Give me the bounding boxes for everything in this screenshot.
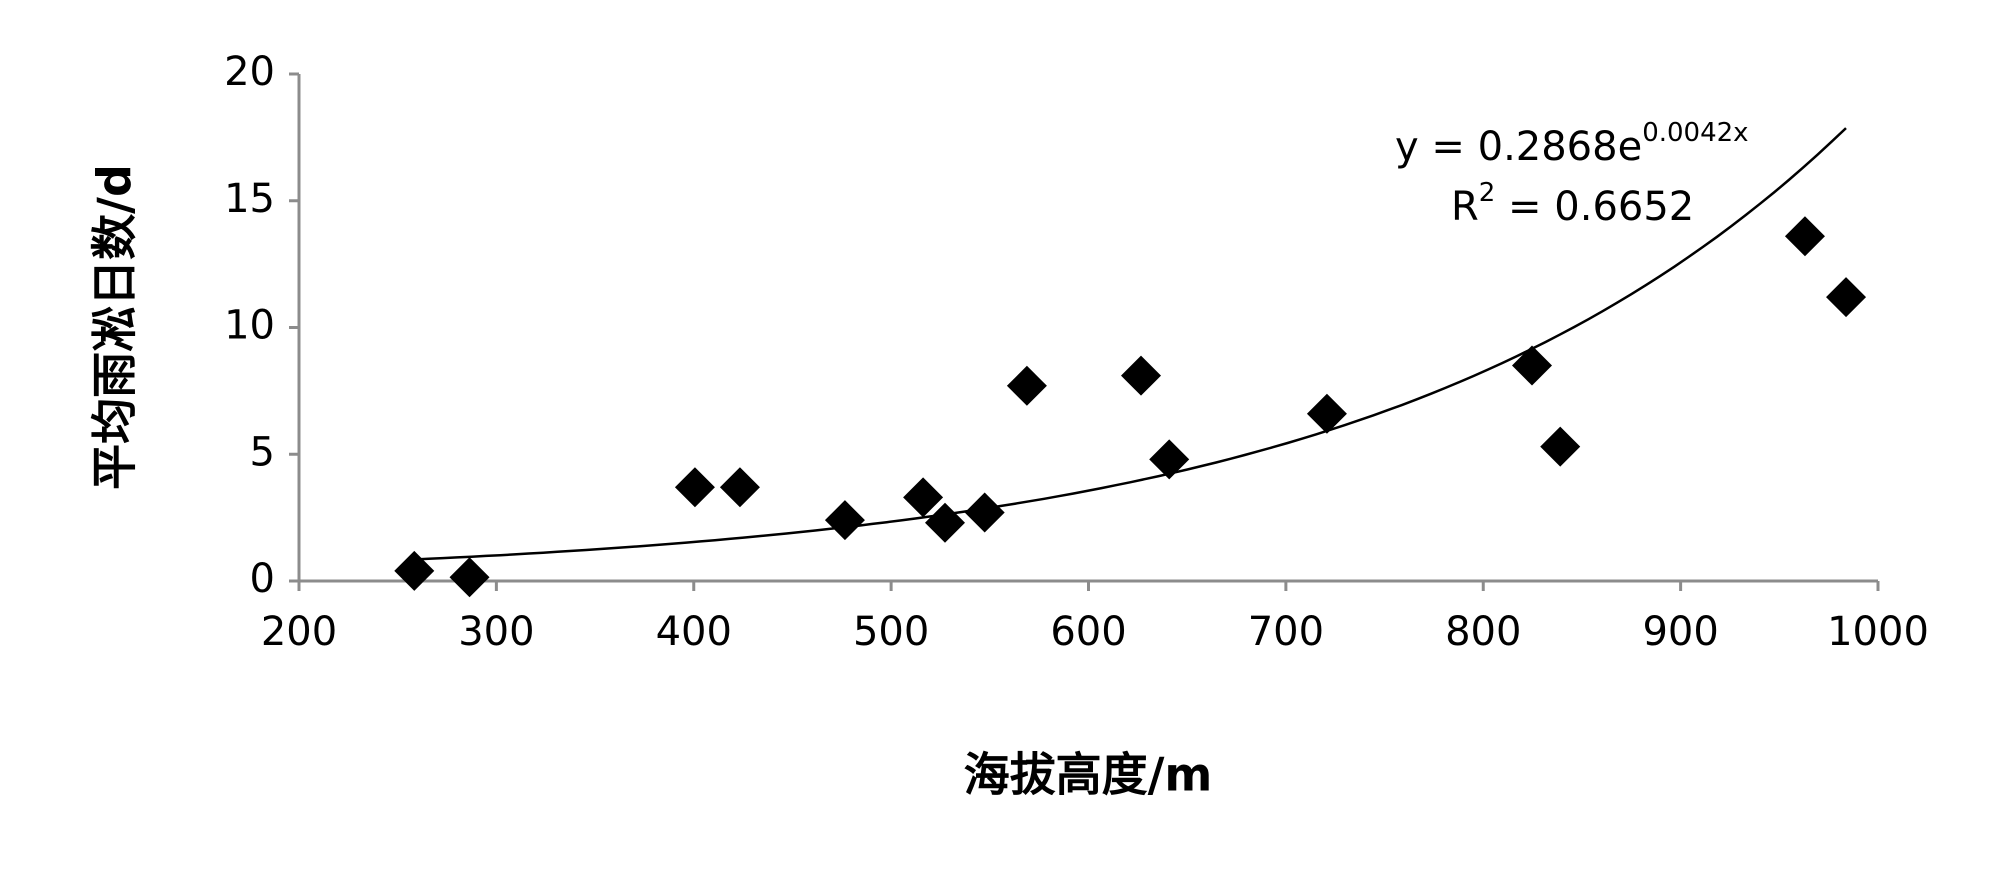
trendline-r-squared: R2 = 0.6652 — [1451, 178, 1694, 231]
x-tick-label: 500 — [853, 609, 929, 655]
equation-base: y = 0.2868e — [1395, 124, 1642, 170]
data-point — [1149, 439, 1190, 480]
x-tick-label: 600 — [1050, 609, 1126, 655]
data-point — [1006, 365, 1047, 406]
y-tick-label: 10 — [224, 303, 275, 349]
x-tick-label: 200 — [261, 609, 337, 655]
data-point — [925, 502, 966, 543]
data-point — [449, 557, 490, 598]
data-point — [394, 550, 435, 591]
data-point — [674, 467, 715, 508]
r2-superscript: 2 — [1479, 178, 1496, 208]
data-point — [964, 492, 1005, 533]
r2-value: = 0.6652 — [1495, 184, 1694, 230]
data-point — [1784, 216, 1825, 257]
x-tick-label: 300 — [458, 609, 534, 655]
equation-exponent: 0.0042x — [1642, 118, 1748, 148]
data-point — [1306, 393, 1347, 434]
y-tick-label: 5 — [250, 429, 275, 475]
y-axis-title: 平均雨凇日数/d — [88, 164, 142, 490]
x-tick-label: 1000 — [1827, 609, 1929, 655]
data-point — [1826, 277, 1867, 318]
data-point — [1512, 345, 1553, 386]
x-tick-label: 800 — [1445, 609, 1521, 655]
data-point — [1540, 426, 1581, 467]
x-axis-title: 海拔高度/m — [964, 748, 1213, 802]
x-tick-label: 900 — [1642, 609, 1718, 655]
trendline-equation: y = 0.2868e0.0042x — [1395, 118, 1749, 171]
trendline — [414, 127, 1847, 561]
y-tick-label: 15 — [224, 176, 275, 222]
y-tick-label: 20 — [224, 49, 275, 95]
x-tick-label: 400 — [656, 609, 732, 655]
data-point — [1121, 355, 1162, 396]
data-point — [719, 467, 760, 508]
y-tick-label: 0 — [250, 556, 275, 602]
r2-symbol: R — [1451, 184, 1479, 230]
data-point — [824, 500, 865, 541]
x-tick-label: 700 — [1248, 609, 1324, 655]
data-point — [903, 477, 944, 518]
